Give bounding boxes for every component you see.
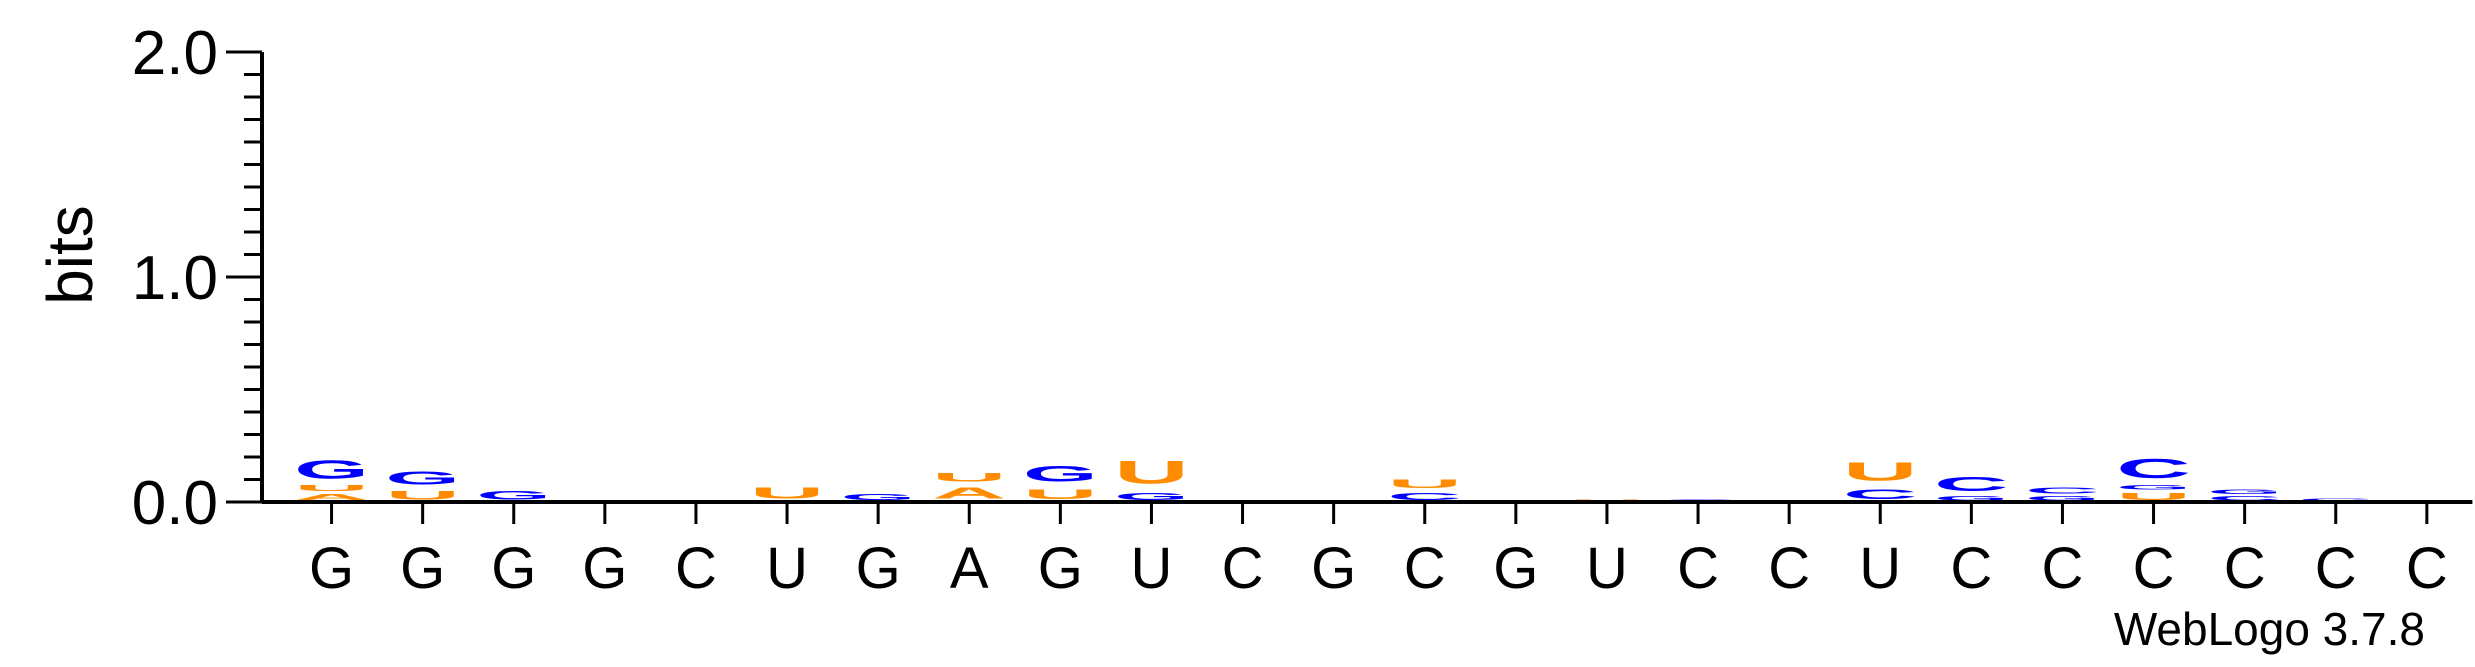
logo-letter-C: C (2116, 453, 2191, 485)
logo-letter-G: G (476, 488, 551, 502)
logo-letter-A: A (294, 493, 369, 502)
x-tick-label: U (1586, 536, 1628, 601)
x-tick-label: G (1311, 536, 1356, 601)
x-tick-label: G (491, 536, 536, 601)
x-tick-label: C (2042, 536, 2084, 601)
logo-letter-glyph: U (750, 484, 825, 502)
logo-letter-glyph: G (2207, 489, 2282, 496)
logo-letter-glyph: G (2116, 484, 2191, 491)
logo-letter-C: C (2207, 495, 2282, 502)
logo-letter-G: G (841, 493, 916, 502)
logo-letter-U: U (294, 484, 369, 493)
logo-letter-glyph: U (385, 488, 460, 502)
logo-letter-G: G (1934, 495, 2009, 502)
logo-letter-glyph: G (2025, 495, 2100, 502)
logo-letter-C: C (1843, 486, 1918, 502)
y-tick-label: 1.0 (132, 244, 218, 313)
x-tick-label: C (2315, 536, 2357, 601)
logo-letter-glyph: G (1114, 491, 1189, 502)
logo-letter-glyph: C (1387, 491, 1462, 502)
logo-letter-U: U (750, 484, 825, 502)
logo-letter-C: C (2025, 486, 2100, 495)
logo-letter-glyph: G (385, 468, 460, 488)
logo-letter-glyph: U (1114, 455, 1189, 491)
logo-letter-G: G (2025, 495, 2100, 502)
x-tick-label: C (2133, 536, 2175, 601)
x-tick-label: C (1404, 536, 1446, 601)
x-tick-label: G (1038, 536, 1083, 601)
x-tick-label: G (400, 536, 445, 601)
x-tick-label: U (1859, 536, 1901, 601)
x-tick-label: A (950, 536, 989, 601)
logo-letter-G: G (385, 468, 460, 488)
x-tick-label: C (1950, 536, 1992, 601)
x-tick-label: C (675, 536, 717, 601)
logo-letter-U: U (385, 488, 460, 502)
x-tick-label: G (1493, 536, 1538, 601)
logo-letter-glyph: G (294, 455, 369, 484)
x-tick-label: G (309, 536, 354, 601)
logo-letter-glyph: U (294, 484, 369, 493)
logo-letter-glyph: C (2025, 486, 2100, 495)
logo-letter-G: G (1114, 491, 1189, 502)
logo-letter-U: U (1843, 457, 1918, 486)
logo-letter-glyph: U (932, 470, 1007, 484)
logo-letter-glyph: G (1934, 495, 2009, 502)
logo-letter-glyph: C (2207, 495, 2282, 502)
logo-letter-U: U (932, 470, 1007, 484)
logo-letter-glyph: G (476, 488, 551, 502)
x-tick-label: U (766, 536, 808, 601)
x-tick-label: U (1131, 536, 1173, 601)
weblogo-version-footer: WebLogo 3.7.8 (2114, 603, 2425, 655)
logo-letter-glyph: U (1387, 477, 1462, 491)
logo-letter-glyph: C (1934, 473, 2009, 495)
logo-letter-glyph: A (294, 493, 369, 502)
logo-letter-glyph: G (841, 493, 916, 502)
logo-letter-glyph: C (1843, 486, 1918, 502)
logo-letter-C: C (2298, 497, 2373, 502)
logo-letter-glyph: C (2116, 453, 2191, 485)
logo-letter-glyph: U (1023, 486, 1098, 502)
logo-letter-glyph: C (2298, 497, 2373, 502)
y-axis-label: bits (34, 205, 106, 305)
x-tick-label: G (856, 536, 901, 601)
logo-letter-G: G (2207, 489, 2282, 496)
logo-letter-U: U (1023, 486, 1098, 502)
logo-letter-C: C (1387, 491, 1462, 502)
x-tick-label: C (2224, 536, 2266, 601)
logo-letter-glyph: U (1843, 457, 1918, 486)
logo-stacks: AUGUGGCUGAUUGGUCUUCCUGCGCUGCCGC (294, 453, 2373, 502)
logo-letter-U: U (2116, 491, 2191, 502)
y-tick-label: 0.0 (132, 469, 218, 538)
logo-letter-G: G (294, 455, 369, 484)
logo-letter-glyph: G (1023, 461, 1098, 486)
logo-letter-glyph: A (932, 484, 1007, 502)
logo-letter-glyph: U (2116, 491, 2191, 502)
x-tick-label: C (2406, 536, 2448, 601)
x-tick-label: C (1677, 536, 1719, 601)
logo-letter-U: U (1114, 455, 1189, 491)
y-axis: 0.0 1.0 2.0 (132, 19, 264, 538)
x-tick-label: C (1222, 536, 1264, 601)
y-tick-label: 2.0 (132, 19, 218, 88)
logo-letter-G: G (1023, 461, 1098, 486)
x-tick-label: C (1768, 536, 1810, 601)
x-tick-label: G (582, 536, 627, 601)
logo-letter-A: A (932, 484, 1007, 502)
logo-letter-G: G (2116, 484, 2191, 491)
logo-letter-U: U (1387, 477, 1462, 491)
logo-letter-C: C (1934, 473, 2009, 495)
